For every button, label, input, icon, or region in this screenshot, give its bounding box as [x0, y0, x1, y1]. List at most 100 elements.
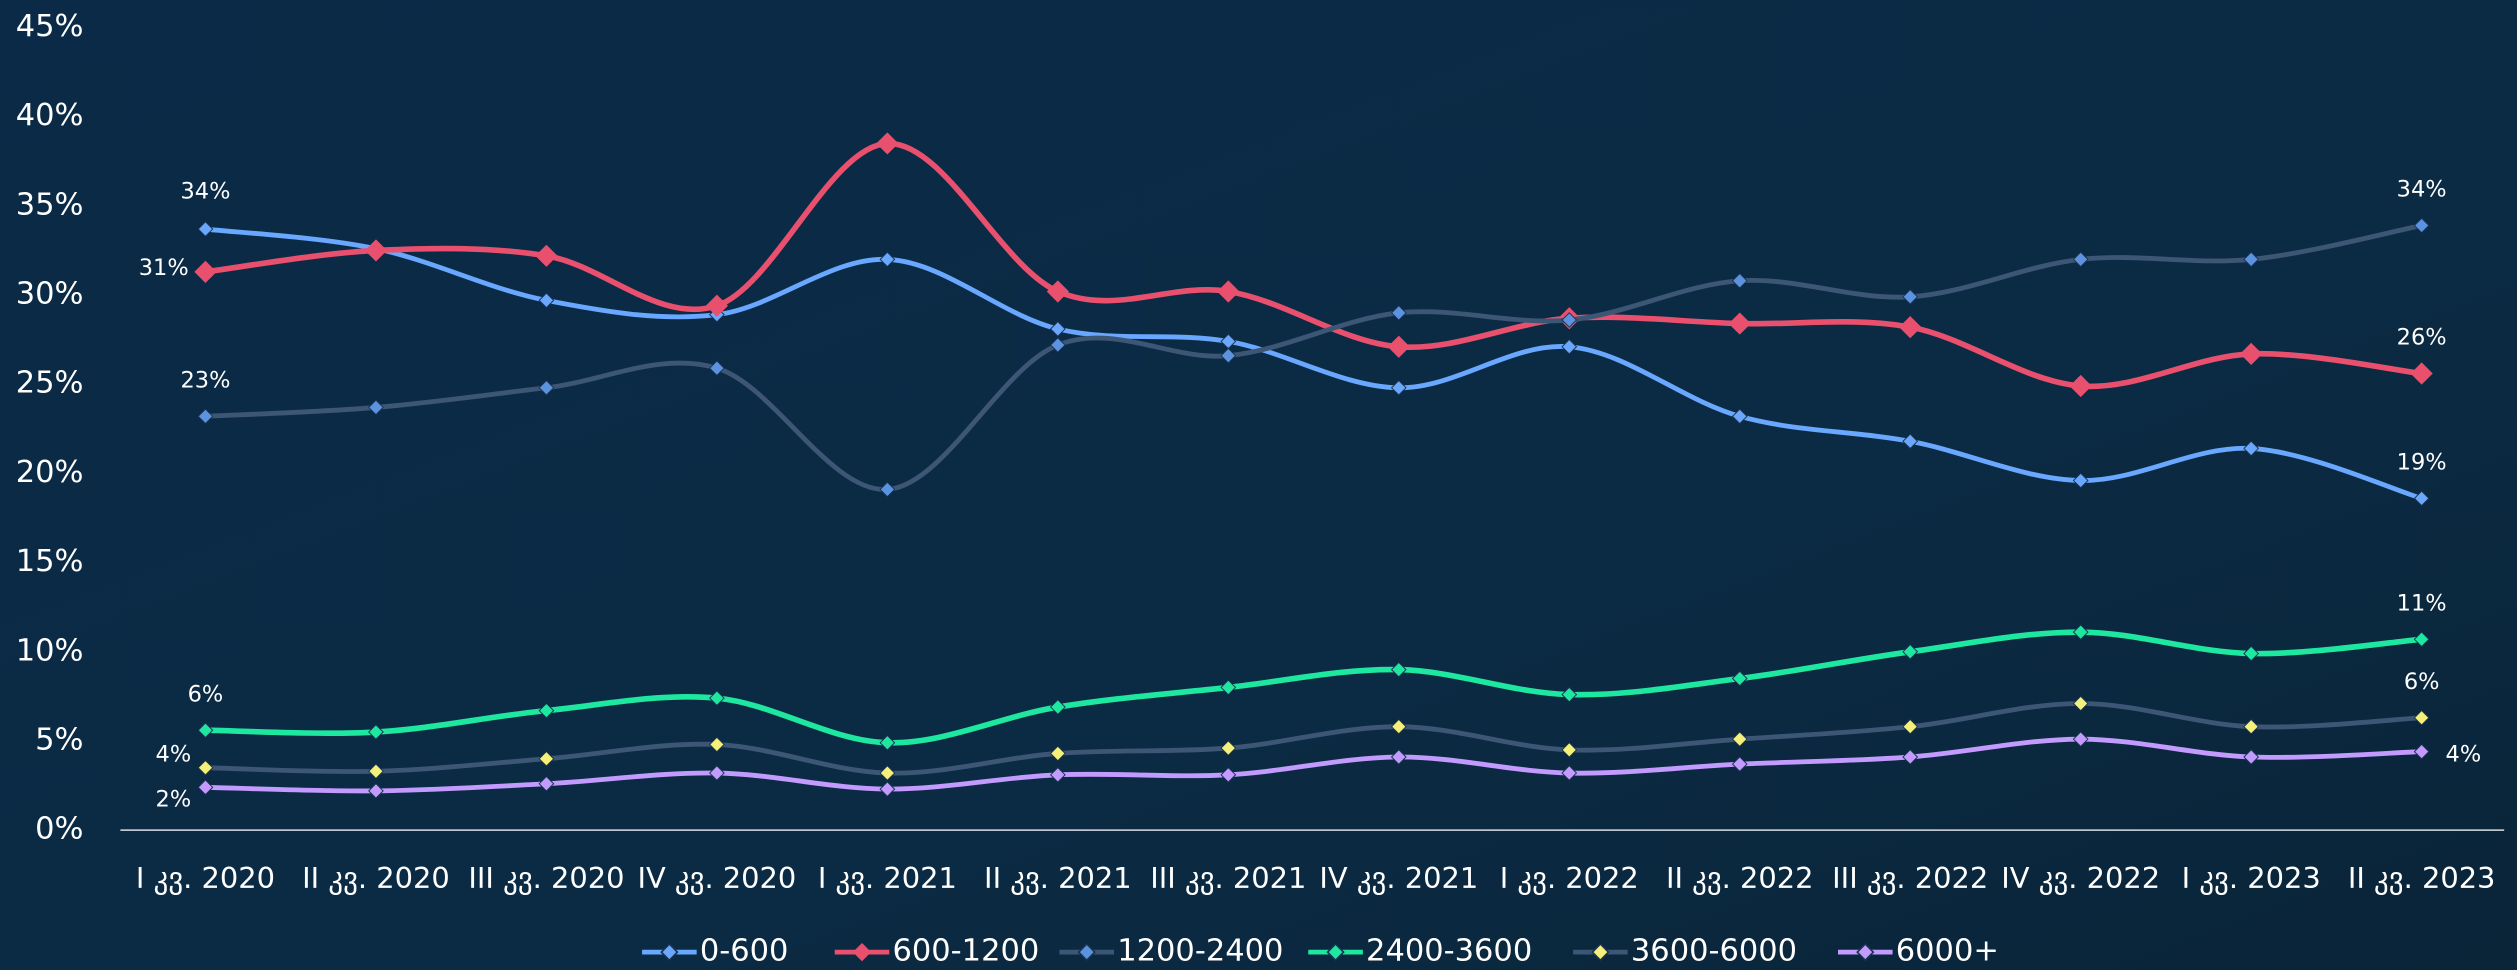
data-point — [2410, 362, 2433, 385]
data-point — [538, 292, 555, 309]
data-point — [2413, 490, 2430, 507]
y-tick-label: 35% — [16, 187, 84, 222]
data-point — [708, 690, 725, 707]
data-point — [1220, 347, 1237, 364]
legend-marker — [852, 942, 872, 962]
x-tick-label: III კვ. 2021 — [1150, 861, 1306, 895]
data-point — [1561, 686, 1578, 703]
data-point — [1220, 766, 1237, 783]
data-point — [1731, 272, 1748, 289]
data-point — [368, 724, 384, 740]
legend-label: 2400-3600 — [1366, 934, 1532, 969]
data-point — [1902, 749, 1919, 765]
data-point — [2069, 374, 2092, 398]
data-point — [879, 734, 896, 751]
y-tick-label: 25% — [16, 366, 84, 401]
series-line — [205, 736, 2422, 794]
data-point — [1390, 661, 1407, 678]
data-point — [879, 251, 896, 268]
data-point — [879, 781, 896, 798]
data-label: 6% — [188, 681, 224, 707]
y-tick-label: 0% — [35, 812, 83, 847]
data-point — [2413, 743, 2430, 760]
data-point — [197, 779, 214, 796]
data-point — [1390, 718, 1407, 735]
series-line — [205, 701, 2422, 776]
data-point — [2072, 731, 2089, 748]
data-point — [705, 294, 728, 317]
data-point — [1049, 745, 1066, 762]
data-label: 23% — [180, 368, 230, 394]
series-line — [205, 223, 2423, 492]
data-label: 34% — [180, 179, 230, 205]
legend: 0-600 600-1200 1200-2400 2400-3600 3600-6000… — [642, 934, 1999, 969]
x-tick-label: IV კვ. 2020 — [637, 861, 796, 895]
data-point — [2072, 472, 2089, 489]
data-point — [1049, 321, 1066, 337]
data-point — [368, 782, 384, 799]
x-tick-label: II კვ. 2022 — [1666, 861, 1814, 895]
data-label: 4% — [2446, 741, 2482, 767]
data-point — [1390, 304, 1407, 321]
data-point — [1902, 718, 1919, 735]
data-point — [1046, 280, 1069, 303]
data-point — [1902, 288, 1919, 305]
x-tick-label: I კვ. 2020 — [136, 861, 275, 895]
data-point — [1731, 670, 1748, 687]
data-point — [2413, 709, 2430, 726]
legend-marker — [1856, 942, 1875, 962]
legend-marker — [1591, 942, 1610, 962]
data-point — [538, 775, 555, 792]
legend-label: 600-1200 — [893, 934, 1040, 969]
data-point — [1731, 756, 1748, 773]
x-tick-label: III კვ. 2020 — [468, 861, 624, 895]
legend-label: 0-600 — [700, 934, 789, 969]
data-point — [2243, 251, 2260, 268]
data-point — [1561, 765, 1578, 781]
data-point — [197, 722, 214, 739]
data-point — [2243, 749, 2260, 765]
legend-label: 1200-2400 — [1117, 934, 1283, 969]
data-point — [708, 360, 725, 377]
x-tick-label: I კვ. 2021 — [818, 861, 957, 895]
data-point — [708, 736, 725, 753]
series-line — [205, 629, 2422, 746]
data-label: 19% — [2397, 450, 2447, 476]
legend-label: 3600-6000 — [1631, 934, 1797, 969]
data-point — [1728, 312, 1751, 335]
data-point — [2243, 440, 2260, 457]
data-point — [1217, 280, 1240, 303]
data-point — [708, 765, 725, 781]
data-point — [194, 260, 217, 283]
data-point — [879, 481, 896, 498]
data-point — [2243, 645, 2260, 662]
data-point — [1390, 749, 1407, 765]
x-tick-label: II კვ. 2023 — [2348, 861, 2496, 895]
data-point — [1561, 338, 1578, 355]
data-point — [535, 244, 558, 267]
data-point — [2072, 695, 2089, 712]
data-point — [1049, 766, 1066, 783]
data-point — [1220, 679, 1237, 696]
data-point — [1561, 741, 1578, 758]
x-tick-label: IV კვ. 2021 — [1319, 861, 1478, 895]
data-label: 11% — [2397, 590, 2447, 616]
x-tick-label: II კვ. 2020 — [302, 861, 450, 895]
y-tick-label: 5% — [35, 722, 83, 757]
plot-area: 0% 5% 10% 15% 20% 25% 30% 35% 40% 45% I კვ. 2020 II… — [16, 9, 2505, 969]
data-label: 4% — [156, 741, 192, 767]
data-point — [1220, 740, 1237, 756]
data-point — [1561, 312, 1578, 328]
data-point — [1902, 643, 1919, 660]
legend-marker — [1326, 942, 1345, 962]
data-point — [1390, 379, 1407, 396]
series-line — [205, 226, 2423, 501]
data-point — [879, 765, 896, 781]
y-tick-label: 10% — [16, 633, 84, 668]
data-point — [1899, 316, 1922, 339]
legend-marker — [1077, 942, 1096, 962]
data-point — [2072, 251, 2089, 268]
